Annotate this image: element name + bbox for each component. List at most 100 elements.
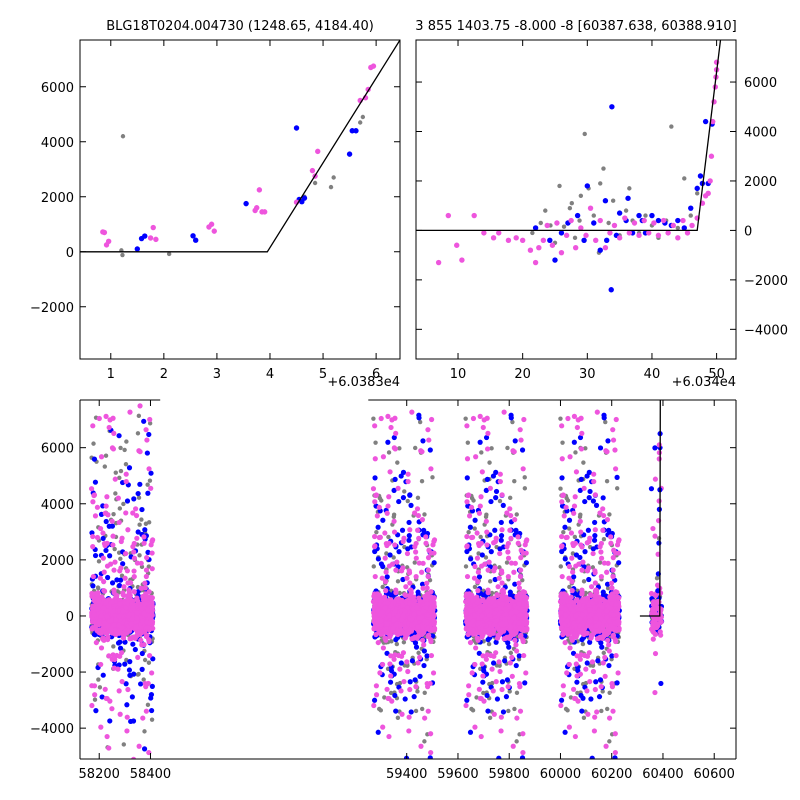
panel_b-point-magenta bbox=[459, 257, 465, 263]
panel_b-point-gray bbox=[577, 218, 582, 223]
panel_c-point-magenta bbox=[134, 615, 140, 621]
panel_c-point-magenta bbox=[385, 503, 391, 509]
panel_c-point-gray bbox=[416, 650, 421, 656]
panel_c-point-magenta bbox=[149, 595, 155, 601]
panel_b-point-magenta bbox=[665, 230, 671, 236]
panel_c-point-magenta bbox=[407, 527, 413, 533]
panel_c-point-magenta bbox=[429, 613, 435, 619]
panel_c-point-gray bbox=[465, 440, 471, 445]
panel_c-point-blue bbox=[92, 632, 98, 638]
panel_c-point-blue bbox=[149, 707, 155, 714]
panel_c-point-magenta bbox=[145, 607, 151, 613]
panel_b-point-magenta bbox=[611, 222, 618, 229]
panel_c-point-magenta bbox=[399, 568, 405, 574]
panel_c-point-magenta bbox=[98, 645, 105, 651]
panel_c-point-magenta bbox=[407, 580, 413, 586]
panel_c-point-magenta bbox=[415, 527, 421, 533]
panel_b-point-blue bbox=[688, 205, 694, 211]
panel_c-point-magenta bbox=[384, 621, 390, 627]
panel_b-point-magenta bbox=[536, 245, 542, 251]
panel_c-point-magenta bbox=[128, 621, 135, 627]
panel_b-point-magenta bbox=[572, 245, 579, 251]
panel_c-point-blue bbox=[513, 662, 519, 669]
panel_b-point-magenta bbox=[675, 235, 681, 241]
panel_c-point-blue bbox=[148, 470, 154, 476]
panel_c-point-magenta bbox=[141, 534, 147, 540]
panel_c-point-gray bbox=[113, 491, 118, 496]
panel_b-point-blue bbox=[681, 225, 687, 231]
panel_c-point-magenta bbox=[109, 445, 116, 451]
panel_c-point-magenta bbox=[411, 611, 417, 618]
panel_c-point-gray bbox=[395, 715, 401, 721]
panel_c-point-magenta bbox=[421, 642, 427, 648]
panel_c-point-blue bbox=[139, 506, 145, 513]
panel_c-point-magenta bbox=[430, 670, 437, 676]
panel_c-point-magenta bbox=[109, 518, 115, 524]
panel_c-point-magenta bbox=[95, 606, 102, 612]
panel_c-point-magenta bbox=[101, 579, 107, 585]
panel_c-point-blue bbox=[485, 708, 491, 714]
panel_c-point-gray bbox=[142, 657, 148, 663]
panel_b-point-magenta bbox=[558, 249, 565, 256]
panel_c-point-blue bbox=[472, 517, 478, 523]
panel_c-point-gray bbox=[415, 495, 421, 501]
panel_a-point-blue bbox=[353, 128, 359, 134]
panel_b-point-gray bbox=[530, 230, 535, 236]
panel_c-point-magenta bbox=[392, 608, 398, 614]
panel_c-point-magenta bbox=[123, 478, 129, 485]
panel_c-point-magenta bbox=[425, 708, 431, 714]
panel_c-point-blue bbox=[506, 644, 512, 650]
panel_c-point-magenta bbox=[405, 668, 411, 675]
panel_c-point-magenta bbox=[141, 629, 148, 635]
panel_c-point-gray bbox=[123, 461, 129, 467]
panel_c-point-magenta bbox=[131, 574, 137, 580]
panel_c-plot-area bbox=[88, 400, 665, 759]
panel_c-point-blue bbox=[131, 496, 137, 502]
panel_c-point-blue bbox=[116, 433, 122, 439]
panel_c-point-magenta bbox=[409, 636, 415, 642]
panel_c-point-blue bbox=[149, 683, 155, 689]
panel_c-point-blue bbox=[375, 524, 381, 530]
panel_a-point-blue bbox=[243, 200, 249, 207]
panel_a-point-magenta bbox=[105, 238, 112, 244]
panel_b-point-gray bbox=[561, 224, 567, 229]
panel_c-point-gray bbox=[95, 585, 101, 590]
panel_c-point-magenta bbox=[373, 692, 380, 698]
panel_c-point-magenta bbox=[101, 588, 107, 594]
panel_c-point-magenta bbox=[134, 595, 140, 601]
panel_c-point-magenta bbox=[91, 683, 98, 689]
panel_c-point-blue bbox=[405, 546, 411, 552]
panel_b-point-gray bbox=[682, 176, 687, 181]
panel_c-point-magenta bbox=[380, 454, 387, 460]
panel_c-point-blue bbox=[120, 561, 126, 567]
panel_c-point-magenta bbox=[144, 555, 150, 561]
panel_b-plot-area bbox=[416, 40, 722, 293]
panel_c-point-magenta bbox=[403, 584, 409, 590]
panel_c-point-gray bbox=[137, 553, 142, 558]
panel_c-point-magenta bbox=[404, 550, 411, 557]
panel-c: 58200 58400 59400 59600 59800 60000 60200 60400… bbox=[30, 399, 737, 782]
panel_c-point-magenta bbox=[382, 635, 388, 641]
panel_c-point-blue bbox=[139, 650, 145, 657]
panel_b-point-blue bbox=[609, 104, 615, 110]
panel_b-point-magenta bbox=[578, 225, 584, 231]
panel_b-point-magenta bbox=[568, 217, 574, 224]
panel_c-point-magenta bbox=[121, 584, 127, 590]
panel_c-point-magenta bbox=[131, 549, 137, 555]
panel_c-point-gray bbox=[137, 522, 142, 527]
panel_c-point-gray bbox=[146, 660, 152, 665]
panel_c-point-blue bbox=[408, 502, 414, 508]
panel_c-point-magenta bbox=[90, 423, 96, 429]
panel_c-point-magenta bbox=[98, 724, 104, 730]
panel_c-point-magenta bbox=[393, 590, 399, 596]
panel_c-point-magenta bbox=[378, 415, 384, 422]
panel_c-point-magenta bbox=[125, 580, 131, 586]
panel_c-point-gray bbox=[471, 498, 476, 503]
panel_c-point-magenta bbox=[114, 592, 120, 599]
panel_c-point-gray bbox=[103, 453, 109, 458]
panel_c-point-blue bbox=[150, 656, 156, 662]
panel_c-point-blue bbox=[468, 556, 474, 562]
panel_c-point-blue bbox=[131, 671, 137, 677]
panel_b-point-blue bbox=[697, 173, 704, 179]
panel_c-point-magenta bbox=[130, 605, 136, 611]
